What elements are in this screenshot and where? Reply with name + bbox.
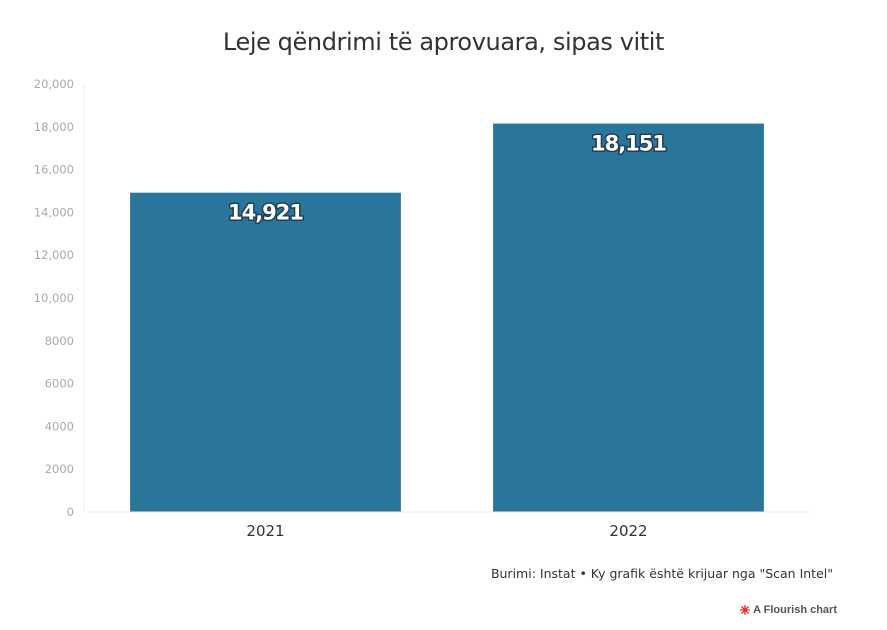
x-tick-label: 2021: [246, 522, 284, 540]
source-note: Burimi: Instat • Ky grafik është krijuar…: [490, 566, 833, 581]
bar-2021[interactable]: [130, 192, 401, 512]
y-tick-label: 2000: [45, 462, 74, 476]
y-tick-label: 6000: [45, 377, 74, 391]
y-tick-label: 10,000: [34, 291, 74, 305]
bars: 14,921 18,151: [130, 123, 764, 512]
x-axis: 2021 2022: [84, 511, 810, 540]
y-tick-label: 14,000: [34, 205, 74, 219]
x-tick-label: 2022: [609, 522, 647, 540]
y-tick-label: 18,000: [34, 120, 74, 134]
y-tick-label: 0: [67, 505, 74, 519]
y-tick-label: 12,000: [34, 248, 74, 262]
flourish-credit-label: A Flourish chart: [753, 604, 837, 616]
bar-2022[interactable]: [493, 123, 764, 512]
y-tick-label: 16,000: [34, 163, 74, 177]
bar-chart: 0 2000 4000 6000 8000 10,000 12,000 14,000 16,00…: [34, 77, 810, 540]
flourish-credit-link[interactable]: A Flourish chart: [740, 604, 837, 616]
flourish-logo-icon: [740, 605, 751, 615]
bar-value-label: 14,921: [228, 201, 303, 225]
y-tick-label: 4000: [45, 419, 74, 433]
chart-title: Leje qëndrimi të aprovuara, sipas vitit: [222, 28, 665, 56]
y-tick-label: 20,000: [34, 77, 74, 91]
bar-value-label: 18,151: [591, 132, 666, 156]
y-tick-label: 8000: [45, 334, 74, 348]
y-axis: 0 2000 4000 6000 8000 10,000 12,000 14,000 16,00…: [34, 77, 85, 519]
